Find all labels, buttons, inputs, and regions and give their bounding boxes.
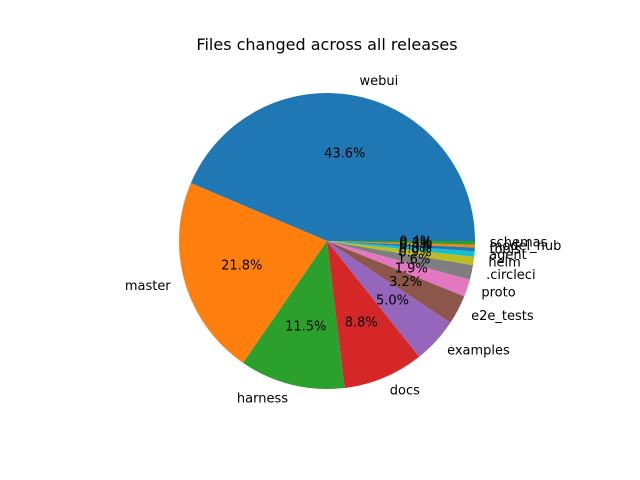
slice-label-tools: tools — [490, 243, 522, 258]
slice-label-examples: examples — [447, 343, 510, 358]
percent-label-examples: 5.0% — [376, 293, 409, 308]
slice-label-agent: agent — [489, 248, 527, 263]
percent-label-proto: 1.9% — [395, 262, 428, 277]
slice-label-webui: webui — [360, 74, 399, 89]
pie-slice-agent — [327, 241, 475, 257]
slice-label-circleci: .circleci — [486, 268, 535, 283]
slice-label-docs: docs — [390, 384, 420, 399]
pie-slice-proto — [327, 241, 470, 297]
pie-slice-schemas — [327, 241, 475, 245]
percent-label-harness: 11.5% — [285, 320, 326, 335]
percent-label-schemas: 0.4% — [399, 235, 432, 250]
slice-label-model-hub: model_hub — [490, 239, 562, 254]
pie-slice-helm — [327, 241, 475, 266]
slice-label-schemas: schemas — [490, 236, 548, 251]
percent-labels: 43.6% 21.8% 11.5% 8.8% 5.0% 3.2%1.9%1.6%0.9%0… — [221, 146, 432, 334]
pie-slice-webui — [190, 92, 476, 241]
pie-slices — [178, 92, 476, 389]
pie-slice-master — [178, 183, 327, 363]
percent-label-tools: 0.4% — [399, 239, 432, 254]
slice-labels: webui master harness docs examples e2e_tests p… — [125, 74, 562, 407]
percent-label-docs: 8.8% — [345, 315, 378, 330]
slice-label-master: master — [125, 279, 171, 294]
pie-slice-circleci — [327, 241, 474, 280]
percent-label-circleci: 1.6% — [397, 252, 430, 267]
pie-slice-harness — [243, 241, 345, 389]
percent-label-helm: 0.9% — [398, 245, 431, 260]
slice-label-helm: helm — [488, 255, 521, 270]
pie-slice-e2e-tests — [327, 241, 465, 323]
percent-label-webui: 43.6% — [324, 146, 365, 161]
percent-label-e2e-tests: 3.2% — [389, 275, 422, 290]
slice-label-harness: harness — [237, 392, 288, 407]
pie-slice-tools — [327, 241, 475, 252]
pie-slice-examples — [327, 241, 451, 357]
pie-slice-model-hub — [327, 241, 475, 248]
percent-label-master: 21.8% — [221, 258, 262, 273]
percent-label-agent: 0.6% — [399, 241, 432, 256]
pie-slice-docs — [327, 241, 420, 388]
chart-title: Files changed across all releases — [196, 35, 457, 54]
percent-label-model-hub: 0.3% — [399, 237, 432, 252]
slice-label-e2e-tests: e2e_tests — [471, 309, 534, 324]
slice-label-proto: proto — [481, 285, 515, 300]
